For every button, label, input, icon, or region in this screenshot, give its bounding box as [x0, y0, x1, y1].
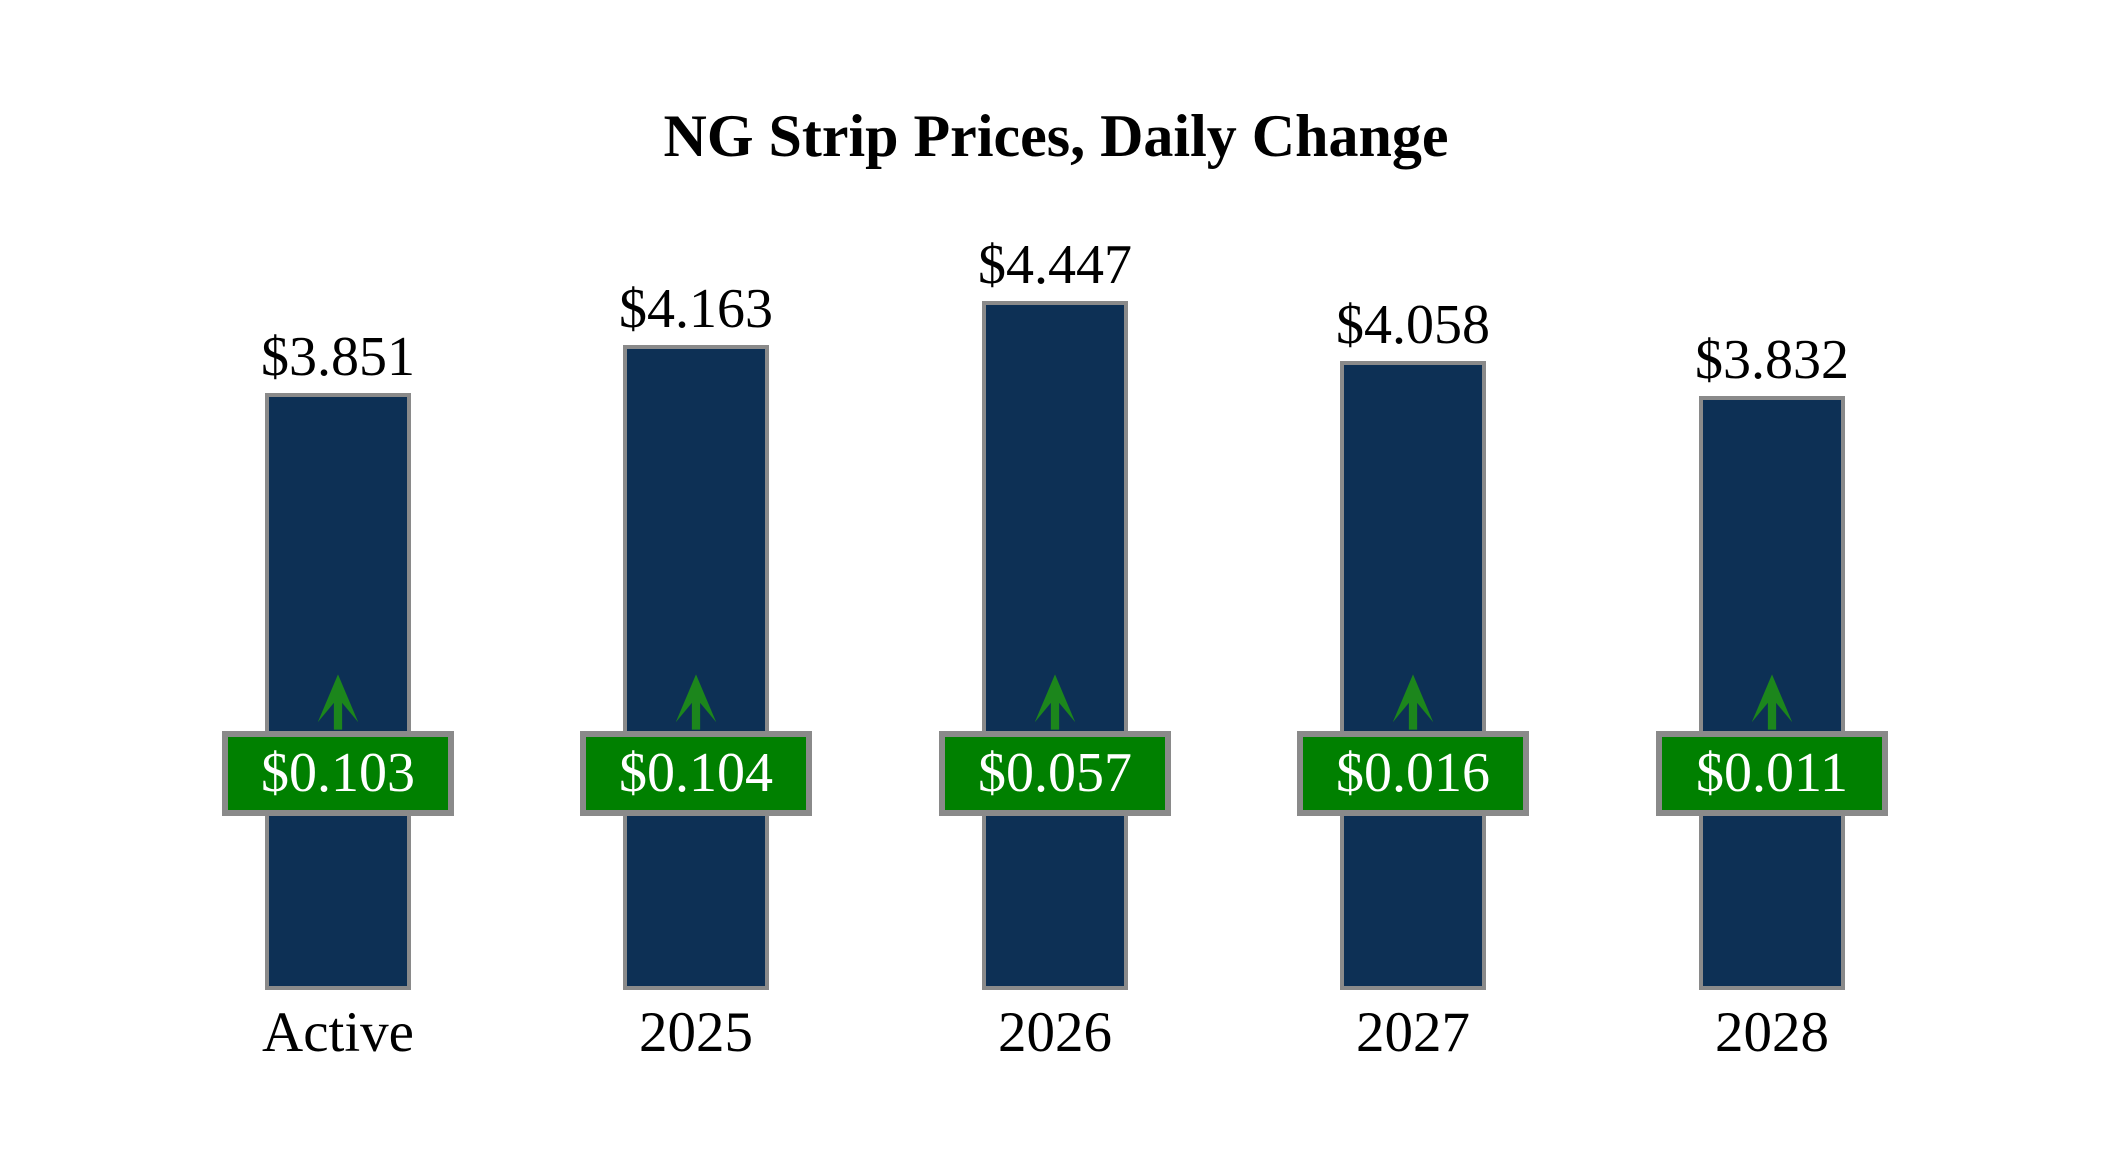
price-value-label: $3.851	[261, 326, 415, 388]
price-bar	[982, 301, 1128, 990]
category-label: 2027	[1356, 1001, 1470, 1064]
price-value-label: $3.832	[1695, 329, 1849, 391]
category-label: 2025	[639, 1001, 753, 1064]
category-label: 2028	[1715, 1001, 1829, 1064]
price-value-label: $4.447	[978, 234, 1132, 296]
daily-change-badge: $0.016	[1297, 731, 1529, 816]
price-bar	[1340, 361, 1486, 990]
price-bar	[623, 345, 769, 990]
up-arrow-icon	[673, 673, 719, 731]
daily-change-badge: $0.057	[939, 731, 1171, 816]
daily-change-badge: $0.104	[580, 731, 812, 816]
up-arrow-icon	[315, 673, 361, 731]
up-arrow-icon	[1749, 673, 1795, 731]
up-arrow-icon	[1032, 673, 1078, 731]
daily-change-badge: $0.103	[222, 731, 454, 816]
chart-title: NG Strip Prices, Daily Change	[663, 103, 1449, 169]
price-value-label: $4.058	[1336, 294, 1490, 356]
daily-change-badge: $0.011	[1656, 731, 1888, 816]
up-arrow-icon	[1390, 673, 1436, 731]
price-value-label: $4.163	[619, 278, 773, 340]
category-label: Active	[262, 1001, 414, 1064]
category-label: 2026	[998, 1001, 1112, 1064]
